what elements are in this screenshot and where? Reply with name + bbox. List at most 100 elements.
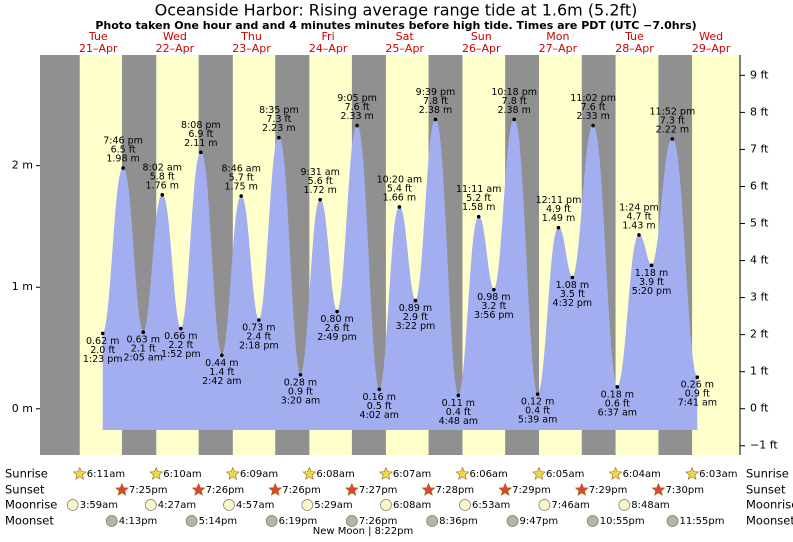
extreme-label: 1.58 m xyxy=(462,202,495,213)
y2-tick-label: −1 ft xyxy=(750,439,778,452)
tide-point xyxy=(121,166,125,170)
extreme-label: 0.66 m xyxy=(164,331,197,342)
extreme-label: 3.5 ft xyxy=(560,289,585,300)
extreme-label: 4:48 am xyxy=(439,416,478,427)
extreme-label: 4.7 ft xyxy=(626,211,651,222)
row-time: 7:29pm xyxy=(589,485,628,496)
row-time: 4:13pm xyxy=(119,516,158,527)
weekday-label: Sat xyxy=(396,30,415,43)
chart-title: Oceanside Harbor: Rising average range t… xyxy=(155,1,638,20)
tide-area xyxy=(102,119,698,431)
extreme-label: 2.0 ft xyxy=(90,345,115,356)
extreme-label: 2.33 m xyxy=(340,111,373,122)
extreme-label: 0.9 ft xyxy=(685,389,710,400)
weekday-label: Sun xyxy=(471,30,492,43)
extreme-label: 6.5 ft xyxy=(111,145,136,156)
row-time: 11:55pm xyxy=(680,516,725,527)
y2-tick-label: 6 ft xyxy=(750,179,769,192)
extreme-label: 0.26 m xyxy=(681,380,714,391)
moon-icon xyxy=(144,499,157,511)
weekday-label: Wed xyxy=(163,30,187,43)
weekday-label: Tue xyxy=(624,30,644,43)
extreme-label: 7.8 ft xyxy=(423,96,448,107)
weekday-label: Tue xyxy=(88,30,108,43)
tide-point xyxy=(695,375,700,379)
moon-icon xyxy=(265,515,278,527)
date-label: 29–Apr xyxy=(692,42,731,55)
extreme-label: 11:02 pm xyxy=(570,93,616,104)
row-time: 6:05am xyxy=(546,469,584,480)
date-label: 28–Apr xyxy=(615,42,654,55)
extreme-label: 2.9 ft xyxy=(403,312,428,323)
sun-icon xyxy=(302,466,317,480)
extreme-label: 2.2 ft xyxy=(168,340,193,351)
extreme-label: 1:24 pm xyxy=(619,202,659,213)
extreme-label: 6.9 ft xyxy=(188,129,213,140)
sun-icon xyxy=(532,466,546,480)
tide-point xyxy=(298,372,303,377)
moon-icon xyxy=(538,499,551,511)
extreme-label: 4.9 ft xyxy=(546,204,571,215)
row-time: 7:46am xyxy=(551,500,589,511)
extreme-label: 1.08 m xyxy=(556,280,589,291)
y2-tick-label: 3 ft xyxy=(750,291,769,304)
weekday-label: Fri xyxy=(322,30,335,43)
extreme-label: 0.5 ft xyxy=(367,401,392,412)
extreme-label: 5.2 ft xyxy=(466,193,491,204)
extreme-label: 8:08 pm xyxy=(181,120,221,131)
row-time: 5:29am xyxy=(314,500,352,511)
row-time: 4:27am xyxy=(158,500,196,511)
extreme-label: 5:39 am xyxy=(518,415,557,426)
row-label: Sunrise xyxy=(5,467,48,481)
row-time: 4:57am xyxy=(236,500,274,511)
tide-point xyxy=(476,214,481,219)
moon-icon xyxy=(426,515,438,527)
extreme-label: 2.23 m xyxy=(262,123,295,134)
sun-icon xyxy=(149,466,164,480)
row-time: 9:47pm xyxy=(520,516,559,527)
extreme-label: 11:52 pm xyxy=(650,106,696,117)
tide-point xyxy=(335,309,339,314)
extreme-label: 9:31 am xyxy=(300,167,339,178)
extreme-label: 10:20 am xyxy=(377,174,422,185)
tide-point xyxy=(570,275,575,280)
extreme-label: 1:23 pm xyxy=(83,354,123,365)
y2-tick-label: 4 ft xyxy=(750,254,769,267)
extreme-label: 0.6 ft xyxy=(605,398,630,409)
sun-icon xyxy=(115,482,129,496)
tide-point xyxy=(637,233,641,237)
extreme-label: 5:20 pm xyxy=(632,286,672,297)
sun-icon xyxy=(421,482,436,496)
row-time: 8:36pm xyxy=(439,516,478,527)
extreme-label: 0.80 m xyxy=(320,314,353,325)
row-time: 6:10am xyxy=(163,469,201,480)
extreme-label: 2.6 ft xyxy=(325,323,350,334)
extreme-label: 7.3 ft xyxy=(266,114,291,125)
extreme-label: 2.22 m xyxy=(656,124,689,135)
y2-tick-label: 0 ft xyxy=(750,402,769,415)
extreme-label: 0.11 m xyxy=(442,398,475,409)
tide-point xyxy=(649,263,654,268)
extreme-label: 3:20 am xyxy=(281,395,320,406)
extreme-label: 7.6 ft xyxy=(581,102,606,113)
y2-tick-label: 5 ft xyxy=(750,217,769,230)
extreme-label: 7:41 am xyxy=(678,398,717,409)
extreme-label: 3:56 pm xyxy=(474,310,514,321)
row-time: 7:29pm xyxy=(512,485,551,496)
sun-icon xyxy=(685,466,700,480)
tide-point xyxy=(492,287,496,292)
extreme-label: 2.33 m xyxy=(576,111,609,122)
row-label: Moonset xyxy=(5,514,54,528)
row-time: 6:19pm xyxy=(279,516,318,527)
moon-icon xyxy=(380,499,392,511)
extreme-label: 1.18 m xyxy=(635,268,668,279)
extreme-label: 5.6 ft xyxy=(308,176,333,187)
tide-point xyxy=(100,331,105,336)
sun-icon xyxy=(608,466,623,480)
extreme-label: 12:11 pm xyxy=(536,195,582,206)
extreme-label: 7.3 ft xyxy=(660,115,685,126)
y2-tick-label: 1 ft xyxy=(750,365,769,378)
tide-point xyxy=(141,330,146,335)
weekday-label: Thu xyxy=(240,30,262,43)
extreme-label: 0.44 m xyxy=(205,358,238,369)
